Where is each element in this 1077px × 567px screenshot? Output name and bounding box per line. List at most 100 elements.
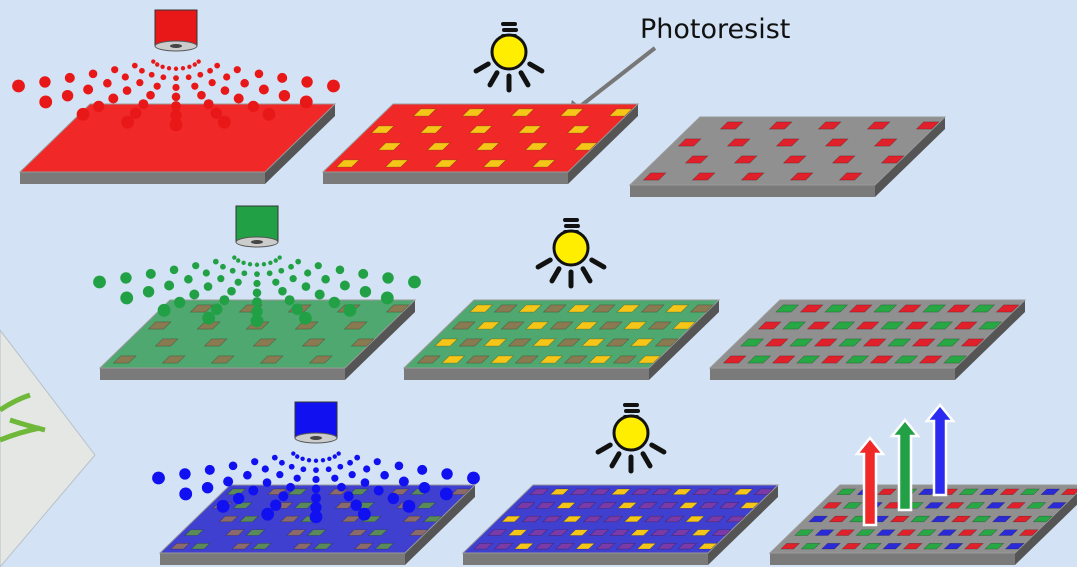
filter-cell xyxy=(677,543,698,550)
filter-cell xyxy=(569,488,590,495)
filter-cell xyxy=(842,502,863,509)
spray-drop xyxy=(278,286,287,296)
filter-cell xyxy=(740,172,765,181)
filter-cell xyxy=(882,543,903,550)
bulb-ray xyxy=(535,257,553,270)
spray-drop xyxy=(203,99,214,110)
filter-cell xyxy=(603,515,624,523)
filter-cell xyxy=(534,543,555,550)
filter-cell xyxy=(531,159,556,168)
filter-cell xyxy=(549,488,570,495)
filter-cell xyxy=(426,142,451,151)
filter-cell xyxy=(605,338,630,347)
bulb-base xyxy=(563,218,579,222)
spray-drop xyxy=(261,262,267,267)
side-image-detail xyxy=(0,392,46,443)
filter-cell xyxy=(347,529,368,536)
filter-cell xyxy=(189,304,214,313)
filter-cell xyxy=(775,304,800,313)
filter-cell xyxy=(775,138,800,147)
spray-drop xyxy=(343,491,354,502)
filter-cell xyxy=(651,488,672,495)
filter-cell xyxy=(608,108,633,117)
filter-cell xyxy=(493,304,518,313)
spray-drop xyxy=(314,262,322,270)
filter-cell xyxy=(978,321,1003,330)
filter-cell xyxy=(999,488,1020,495)
filter-cell xyxy=(944,502,965,509)
filter-cell xyxy=(630,338,655,347)
filter-cell xyxy=(719,121,744,130)
filter-cell xyxy=(434,338,459,347)
spray-drop xyxy=(216,499,230,513)
filter-cell xyxy=(348,488,369,495)
filter-cell xyxy=(450,488,471,495)
filter-cell xyxy=(757,321,782,330)
filter-cell xyxy=(458,338,483,347)
plate-side xyxy=(345,300,415,380)
filter-cell xyxy=(726,138,751,147)
spray-drop xyxy=(236,258,241,263)
filter-cell xyxy=(500,321,525,330)
filter-cell xyxy=(549,321,574,330)
filter-cell xyxy=(1026,502,1047,509)
spray-drop xyxy=(339,280,350,291)
spray-drop xyxy=(197,90,206,100)
spray-drop xyxy=(185,74,192,81)
spray-drop xyxy=(328,296,341,309)
spray-drop xyxy=(348,471,356,479)
sprayer-hole xyxy=(170,44,182,48)
filter-cell xyxy=(527,529,548,536)
filter-cell xyxy=(862,338,887,347)
spray-drop xyxy=(111,66,119,74)
filter-cell xyxy=(977,529,998,536)
filter-cell xyxy=(836,488,857,495)
filter-cell xyxy=(190,543,211,550)
spray-drop xyxy=(61,90,74,102)
spray-drop xyxy=(254,271,260,277)
spray-drop xyxy=(291,451,296,456)
filter-cell xyxy=(880,155,905,164)
filter-cell xyxy=(548,529,569,536)
filter-cell xyxy=(866,121,891,130)
filter-cell xyxy=(416,355,441,364)
filter-cell xyxy=(739,502,760,509)
filter-cell xyxy=(861,543,882,550)
filter-cell xyxy=(953,321,978,330)
spray-drop xyxy=(234,278,242,286)
filter-cell xyxy=(855,321,880,330)
bulb-base xyxy=(564,224,580,228)
filter-cell xyxy=(984,543,1005,550)
filter-cell xyxy=(473,543,494,550)
filter-cell xyxy=(957,529,978,536)
filter-cell xyxy=(828,515,849,523)
spray-drop xyxy=(139,67,145,74)
spray-drop xyxy=(335,265,345,275)
filter-cell xyxy=(353,543,374,550)
spray-drop xyxy=(92,100,105,113)
filter-cell xyxy=(806,321,831,330)
spray-drop xyxy=(155,62,160,67)
bulb-ray xyxy=(473,61,491,74)
spray-drop xyxy=(229,267,236,274)
filter-cell xyxy=(374,543,395,550)
filter-cell xyxy=(697,543,718,550)
filter-cell xyxy=(789,338,814,347)
filter-cell xyxy=(412,108,437,117)
filter-cell xyxy=(820,355,845,364)
filter-cell xyxy=(848,304,873,313)
plate-side xyxy=(708,485,778,565)
filter-cell xyxy=(591,304,616,313)
filter-cell xyxy=(875,529,896,536)
spray-drop xyxy=(347,459,353,466)
spray-drop xyxy=(173,296,186,309)
filter-cell xyxy=(1060,488,1077,495)
spray-drop xyxy=(279,459,285,466)
spray-drop xyxy=(122,86,132,95)
filter-cell xyxy=(596,502,617,509)
filter-cell xyxy=(623,515,644,523)
spray-drop xyxy=(380,291,394,305)
filter-cell xyxy=(1005,502,1026,509)
filter-cell xyxy=(672,488,693,495)
filter-cell xyxy=(301,338,326,347)
